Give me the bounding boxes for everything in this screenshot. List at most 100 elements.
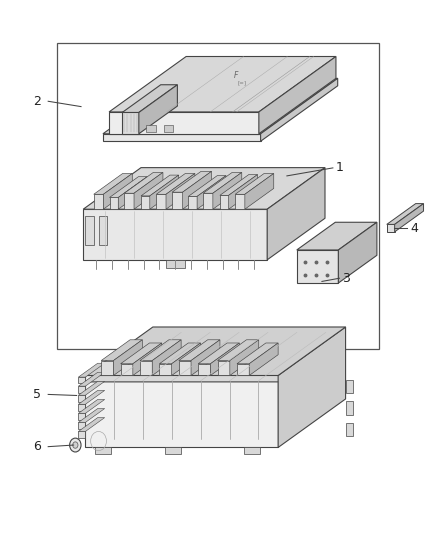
Polygon shape (197, 175, 226, 209)
Polygon shape (338, 222, 377, 283)
Polygon shape (179, 360, 191, 375)
Polygon shape (103, 173, 132, 209)
Polygon shape (78, 422, 85, 429)
Polygon shape (237, 364, 249, 375)
Bar (57, 43, 379, 349)
Polygon shape (203, 193, 213, 209)
Polygon shape (140, 340, 181, 360)
Polygon shape (259, 56, 336, 134)
Polygon shape (95, 448, 111, 454)
Polygon shape (122, 85, 177, 112)
Polygon shape (85, 327, 346, 375)
Polygon shape (220, 174, 258, 195)
Polygon shape (141, 196, 150, 209)
Polygon shape (218, 360, 230, 375)
Polygon shape (166, 260, 185, 268)
Polygon shape (261, 78, 338, 141)
Polygon shape (297, 250, 338, 283)
Polygon shape (203, 172, 242, 193)
Polygon shape (159, 343, 201, 364)
Polygon shape (78, 418, 105, 432)
Polygon shape (156, 173, 195, 194)
Polygon shape (109, 56, 336, 112)
Polygon shape (235, 194, 245, 209)
Polygon shape (156, 194, 166, 209)
Polygon shape (140, 360, 152, 375)
Polygon shape (78, 395, 85, 402)
Polygon shape (387, 204, 424, 224)
Polygon shape (213, 172, 242, 209)
Polygon shape (387, 224, 395, 232)
Polygon shape (78, 377, 85, 384)
Polygon shape (78, 364, 105, 377)
Polygon shape (395, 204, 424, 232)
Polygon shape (188, 196, 197, 209)
Polygon shape (118, 176, 147, 209)
Polygon shape (85, 375, 278, 448)
Polygon shape (164, 125, 173, 132)
Polygon shape (110, 197, 118, 209)
Polygon shape (210, 343, 239, 375)
Polygon shape (220, 195, 229, 209)
Polygon shape (172, 171, 212, 192)
Polygon shape (94, 173, 132, 194)
Polygon shape (124, 172, 163, 193)
Polygon shape (99, 216, 107, 245)
Polygon shape (133, 343, 162, 375)
Polygon shape (146, 125, 156, 132)
Polygon shape (237, 343, 278, 364)
Polygon shape (113, 340, 142, 375)
Polygon shape (346, 423, 353, 436)
Polygon shape (139, 85, 177, 134)
Circle shape (70, 438, 81, 452)
Polygon shape (78, 382, 105, 395)
Text: F: F (233, 71, 238, 80)
Polygon shape (83, 167, 325, 209)
Polygon shape (78, 414, 85, 420)
Polygon shape (244, 448, 260, 454)
Polygon shape (278, 327, 346, 448)
Polygon shape (245, 173, 274, 209)
Polygon shape (152, 340, 181, 375)
Polygon shape (120, 343, 162, 364)
Polygon shape (78, 386, 85, 392)
Polygon shape (110, 176, 147, 197)
Polygon shape (78, 432, 85, 438)
Polygon shape (150, 175, 179, 209)
Polygon shape (96, 379, 267, 438)
Polygon shape (78, 390, 105, 405)
Polygon shape (172, 192, 183, 209)
Polygon shape (120, 364, 133, 375)
Polygon shape (83, 209, 267, 260)
Polygon shape (78, 372, 105, 386)
Polygon shape (78, 400, 105, 414)
Polygon shape (134, 172, 163, 209)
Polygon shape (122, 112, 139, 134)
Polygon shape (109, 112, 259, 134)
Polygon shape (85, 334, 346, 382)
Polygon shape (78, 405, 85, 410)
Polygon shape (165, 448, 181, 454)
Polygon shape (101, 340, 142, 360)
Polygon shape (235, 173, 274, 194)
Polygon shape (172, 343, 201, 375)
Polygon shape (78, 409, 105, 422)
Text: 6: 6 (33, 440, 41, 453)
Text: 2: 2 (33, 95, 41, 108)
Polygon shape (198, 343, 239, 364)
Polygon shape (346, 401, 353, 415)
Circle shape (73, 442, 78, 448)
Polygon shape (230, 340, 259, 375)
Polygon shape (85, 216, 94, 245)
Polygon shape (141, 175, 179, 196)
Polygon shape (267, 167, 325, 260)
Polygon shape (159, 364, 172, 375)
Polygon shape (179, 340, 220, 360)
Text: 3: 3 (342, 272, 350, 285)
Polygon shape (346, 380, 353, 393)
Polygon shape (124, 193, 134, 209)
Polygon shape (103, 78, 338, 134)
Text: 4: 4 (410, 222, 418, 235)
Polygon shape (94, 194, 103, 209)
Polygon shape (249, 343, 278, 375)
